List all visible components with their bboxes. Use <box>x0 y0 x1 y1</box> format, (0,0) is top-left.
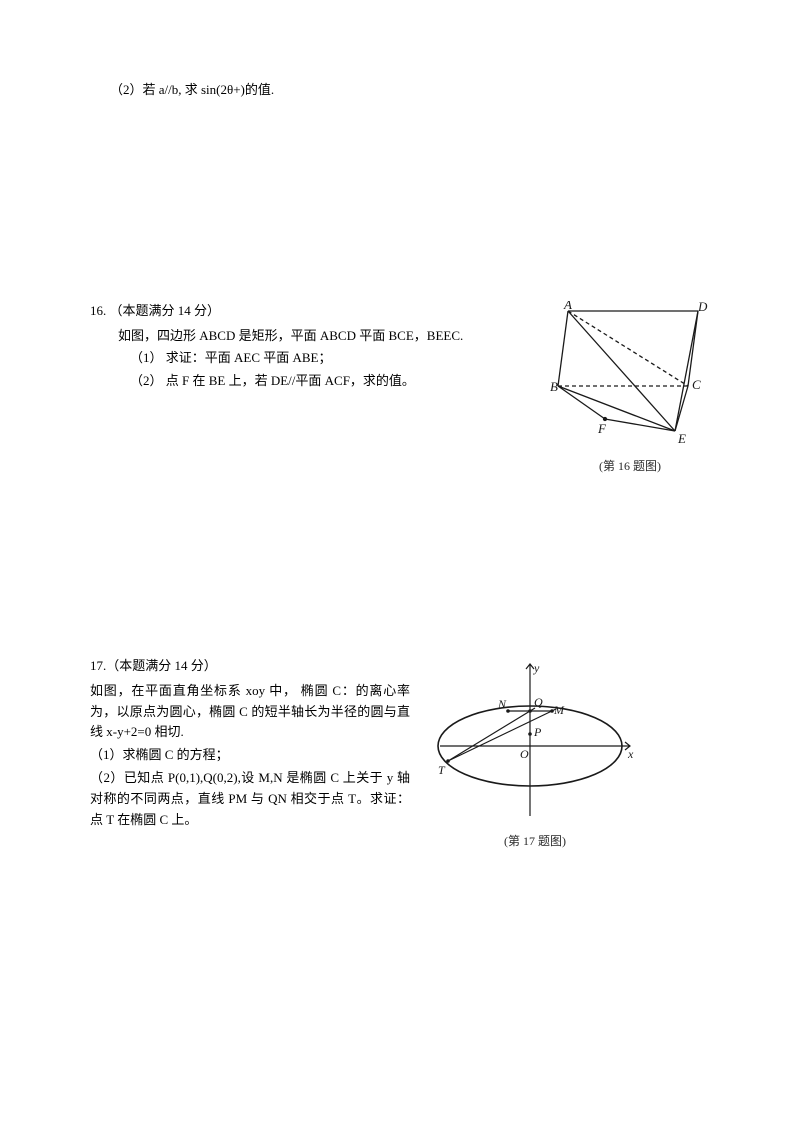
q17-label-o: O <box>520 747 529 761</box>
q16-label-b: B <box>550 379 558 394</box>
q17-label-x: x <box>627 747 634 761</box>
q16-figure: A D B C E F (第 16 题图) <box>550 301 710 476</box>
q17-diagram-svg: y x O P Q M N T <box>430 656 640 826</box>
q17-para1: 如图，在平面直角坐标系 xoy 中， 椭圆 C：的离心率为，以原点为圆心，椭圆 … <box>90 681 410 743</box>
q17-item2: （2）已知点 P(0,1),Q(0,2),设 M,N 是椭圆 C 上关于 y 轴… <box>90 768 410 830</box>
q17-label-t: T <box>438 763 446 777</box>
q17-text: 17.（本题满分 14 分） 如图，在平面直角坐标系 xoy 中， 椭圆 C：的… <box>90 656 410 851</box>
q17-label-y: y <box>533 661 540 675</box>
q16-item2: （2） 点 F 在 BE 上，若 DE//平面 ACF，求的值。 <box>130 371 530 392</box>
q17-label-p: P <box>533 725 542 739</box>
q17-label-m: M <box>553 703 565 717</box>
q16-label-e: E <box>677 431 686 446</box>
q16-item1: （1） 求证：平面 AEC 平面 ABE； <box>130 348 530 369</box>
q16-diagram-svg: A D B C E F <box>550 301 710 451</box>
q16-block: 16. （本题满分 14 分） 如图，四边形 ABCD 是矩形，平面 ABCD … <box>90 301 710 476</box>
q16-text: 16. （本题满分 14 分） 如图，四边形 ABCD 是矩形，平面 ABCD … <box>90 301 530 476</box>
q15-sub2-text: （2）若 a//b, 求 sin(2θ+)的值. <box>110 82 274 97</box>
q17-header: 17.（本题满分 14 分） <box>90 656 410 677</box>
q16-label-f: F <box>597 421 607 436</box>
q16-header: 16. （本题满分 14 分） <box>90 301 530 322</box>
q17-figure: y x O P Q M N T (第 17 题图) <box>430 656 640 851</box>
q15-sub2: （2）若 a//b, 求 sin(2θ+)的值. <box>110 80 710 101</box>
q17-caption: (第 17 题图) <box>430 832 640 851</box>
q17-item1: （1）求椭圆 C 的方程； <box>90 745 410 766</box>
q16-label-d: D <box>697 301 708 314</box>
q16-label-c: C <box>692 377 701 392</box>
q17-label-q: Q <box>534 695 543 709</box>
q16-label-a: A <box>563 301 572 312</box>
q17-block: 17.（本题满分 14 分） 如图，在平面直角坐标系 xoy 中， 椭圆 C：的… <box>90 656 710 851</box>
q17-label-n: N <box>497 697 507 711</box>
q16-intro: 如图，四边形 ABCD 是矩形，平面 ABCD 平面 BCE，BEEC. <box>118 326 530 347</box>
q16-caption: (第 16 题图) <box>550 457 710 476</box>
